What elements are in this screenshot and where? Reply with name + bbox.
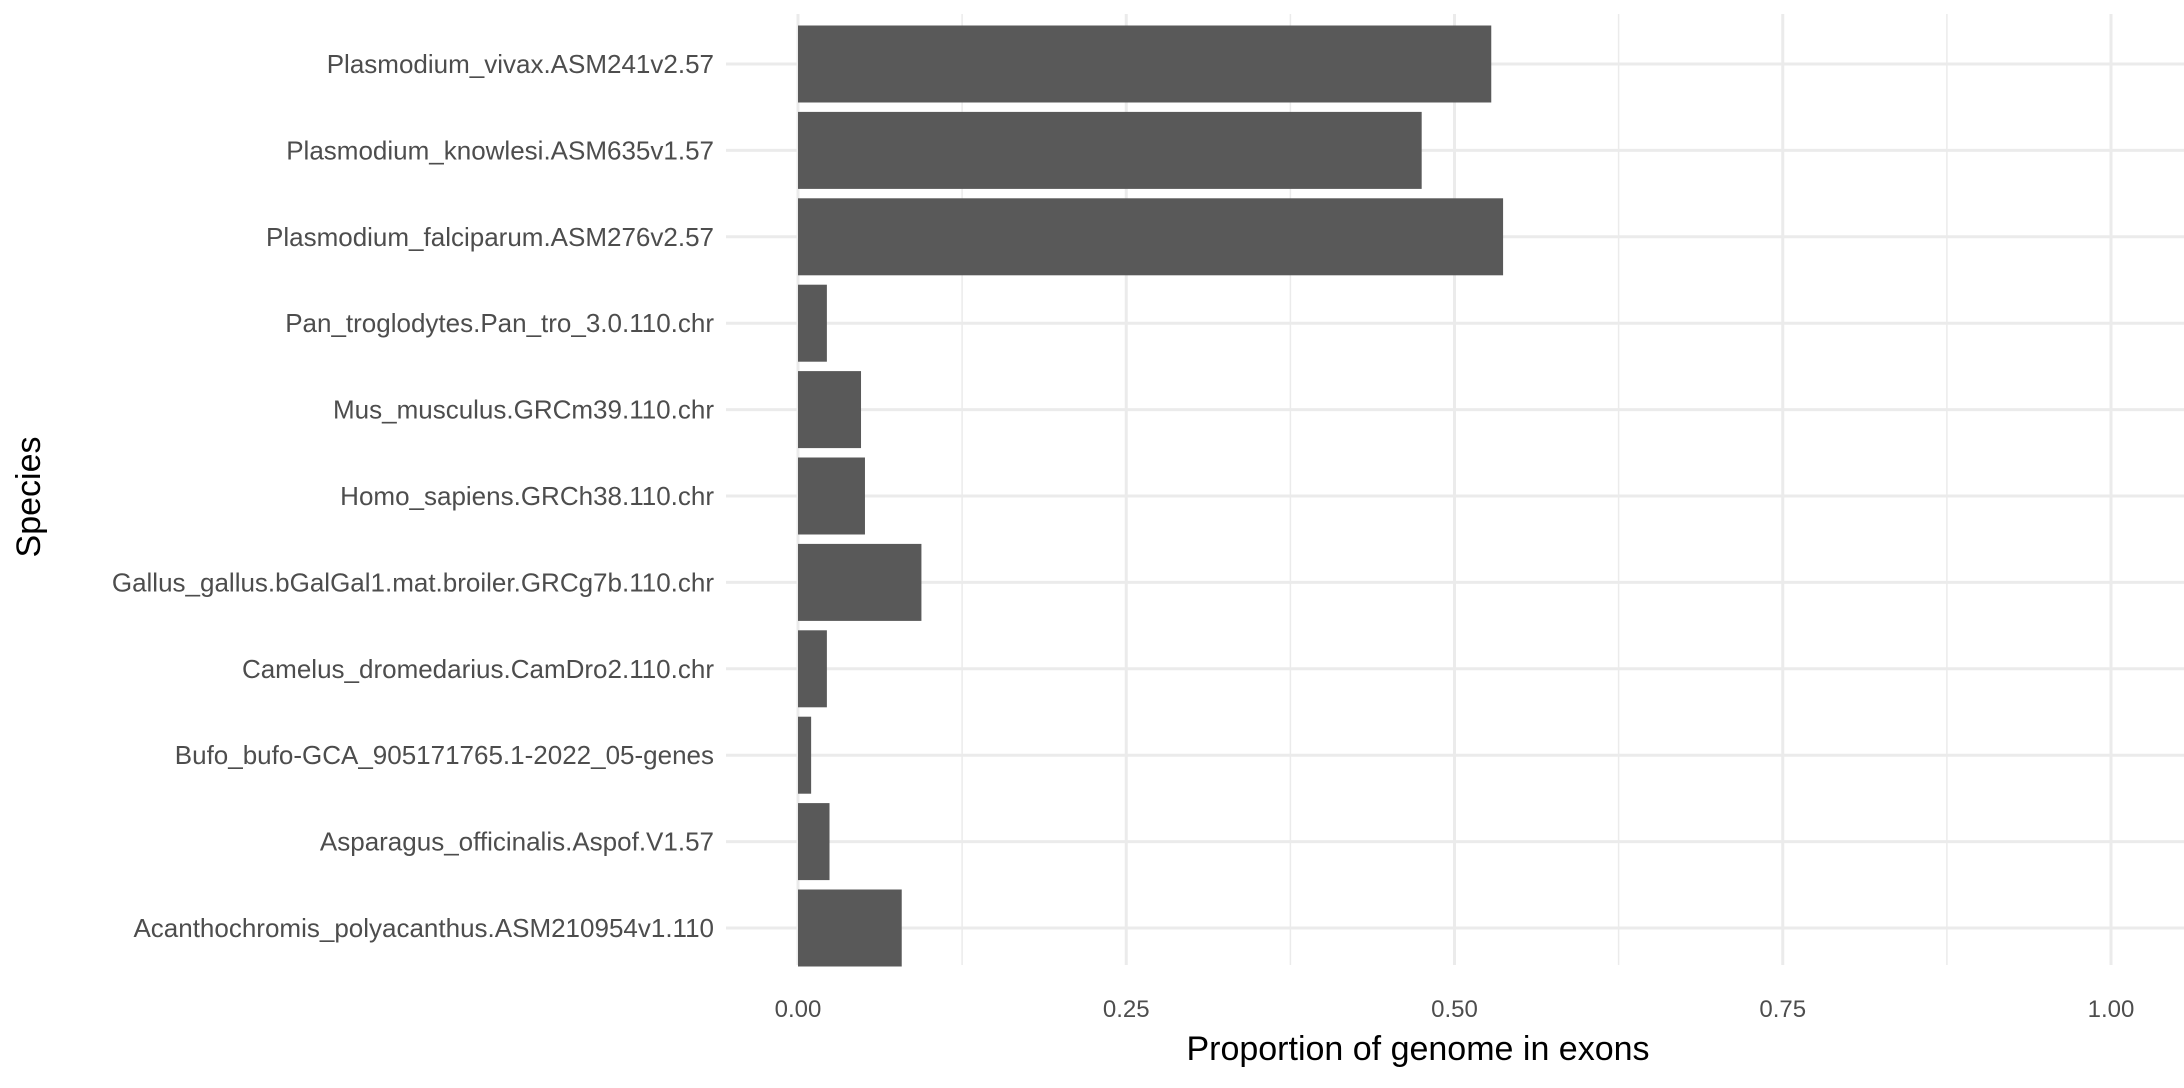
bar [798, 371, 862, 449]
y-axis-title: Species [10, 437, 48, 558]
bar [798, 111, 1422, 189]
x-tick-label: 0.00 [775, 996, 822, 1023]
category-label: Pan_troglodytes.Pan_tro_3.0.110.chr [285, 308, 714, 338]
bar [798, 630, 827, 708]
bar [798, 198, 1504, 276]
x-tick-label: 0.50 [1431, 996, 1478, 1023]
x-tick-labels: 0.00 0.25 0.50 0.75 1.00 [775, 996, 2135, 1023]
category-label: Plasmodium_falciparum.ASM276v2.57 [266, 222, 714, 252]
category-label: Asparagus_officinalis.Aspof.V1.57 [320, 827, 714, 857]
bar [798, 543, 922, 621]
bar [798, 284, 827, 362]
category-label: Homo_sapiens.GRCh38.110.chr [340, 481, 714, 511]
bar [798, 457, 865, 535]
category-labels: Plasmodium_vivax.ASM241v2.57 Plasmodium_k… [112, 49, 714, 943]
category-label: Mus_musculus.GRCm39.110.chr [333, 395, 714, 425]
x-tick-label: 0.75 [1759, 996, 1806, 1023]
x-tick-label: 1.00 [2088, 996, 2135, 1023]
bar [798, 716, 812, 794]
bars [798, 25, 1504, 967]
x-tick-label: 0.25 [1103, 996, 1150, 1023]
bar [798, 889, 902, 967]
bar [798, 25, 1492, 103]
x-axis-title: Proportion of genome in exons [1186, 1030, 1649, 1068]
category-label: Bufo_bufo-GCA_905171765.1-2022_05-genes [175, 740, 714, 770]
bar [798, 803, 830, 881]
category-label: Plasmodium_knowlesi.ASM635v1.57 [286, 135, 714, 165]
category-label: Gallus_gallus.bGalGal1.mat.broiler.GRCg7… [112, 567, 714, 597]
category-label: Acanthochromis_polyacanthus.ASM210954v1.… [133, 913, 714, 943]
category-label: Plasmodium_vivax.ASM241v2.57 [327, 49, 714, 79]
category-label: Camelus_dromedarius.CamDro2.110.chr [242, 654, 714, 684]
